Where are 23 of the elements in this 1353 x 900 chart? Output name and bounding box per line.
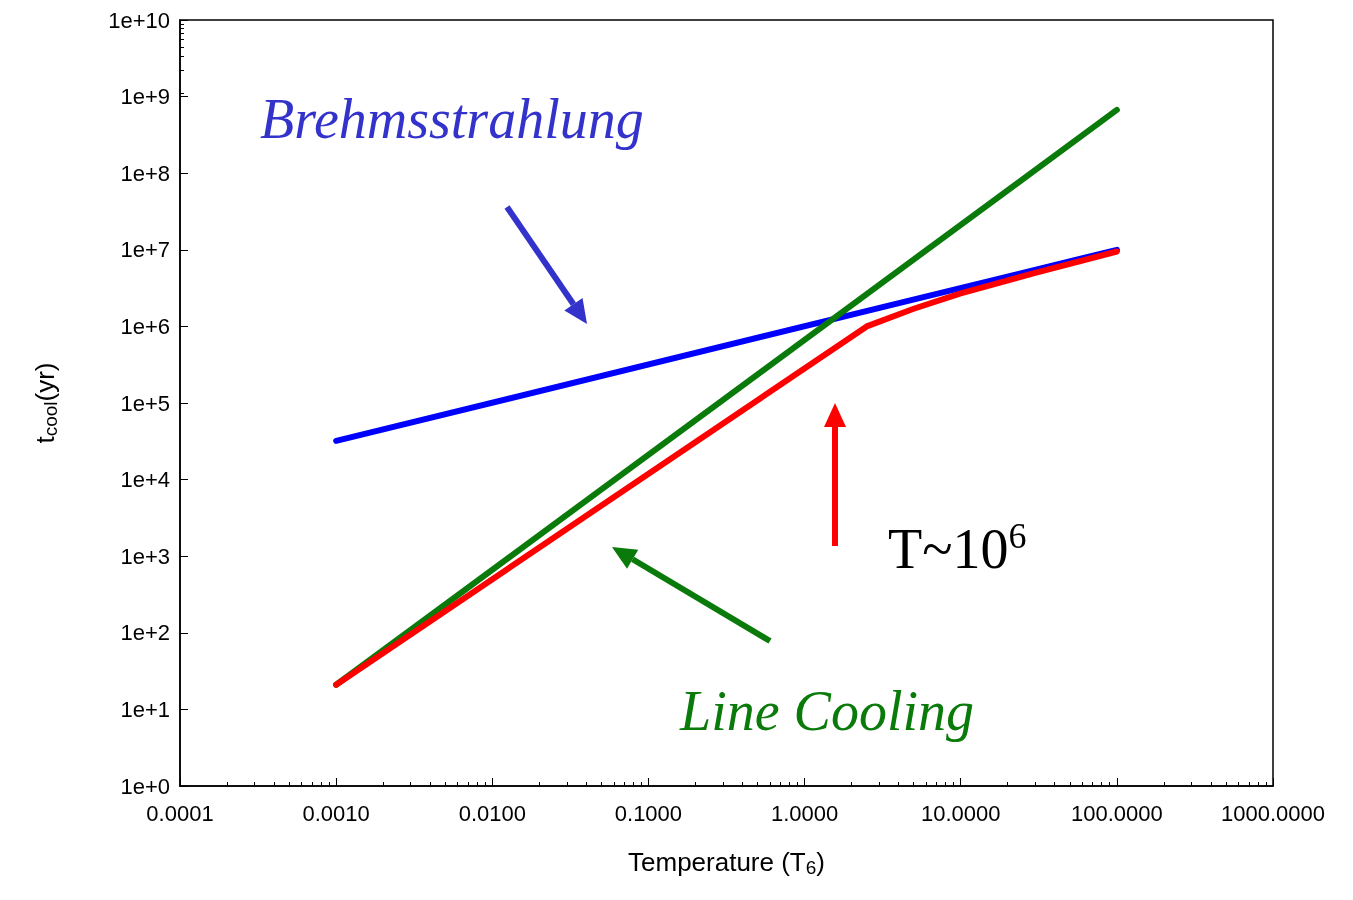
x-tick-label: 1000.0000	[1221, 800, 1325, 826]
y-tick-label: 1e+3	[120, 543, 170, 569]
x-tick-label: 0.0001	[146, 800, 214, 826]
x-tick-label: 0.0010	[302, 800, 370, 826]
y-tick-label: 1e+2	[120, 620, 170, 646]
y-tick-label: 1e+8	[120, 160, 170, 186]
y-tick-label: 1e+4	[120, 467, 170, 493]
y-tick-label: 1e+0	[120, 773, 170, 799]
y-tick-label: 1e+6	[120, 313, 170, 339]
annotation: Line Cooling	[679, 680, 975, 742]
x-tick-label: 1.0000	[770, 800, 839, 826]
y-tick-label: 1e+1	[120, 696, 170, 722]
y-tick-label: 1e+7	[120, 237, 170, 263]
x-tick-label: 10.0000	[920, 800, 1001, 826]
annotation: Brehmsstrahlung	[260, 88, 644, 150]
y-tick-label: 1e+5	[120, 390, 170, 416]
x-tick-label: 0.1000	[614, 800, 683, 826]
annotation: T~10$^{6}$	[888, 516, 1027, 580]
x-tick-label: 0.0100	[458, 800, 526, 826]
y-tick-label: 1e+10	[108, 7, 170, 33]
y-tick-label: 1e+9	[120, 84, 170, 110]
y-axis-title: tcool(yr)	[29, 362, 61, 444]
x-tick-label: 100.0000	[1070, 800, 1163, 826]
